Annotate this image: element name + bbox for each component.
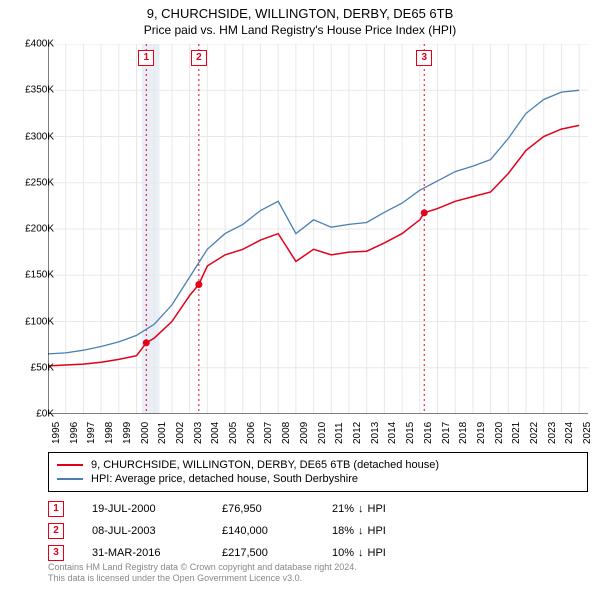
y-tick-label: £300K [4, 131, 54, 142]
sales-price: £140,000 [222, 525, 332, 537]
x-tick-label: 2018 [458, 422, 469, 444]
x-tick-label: 2012 [352, 422, 363, 444]
x-tick-label: 2011 [334, 422, 345, 444]
down-arrow-icon: ↓ [358, 547, 364, 559]
y-tick-label: £400K [4, 39, 54, 50]
legend-swatch-property [57, 464, 83, 466]
sales-marker-3: 3 [48, 545, 64, 561]
chart-plot-area [48, 44, 588, 414]
y-tick-label: £100K [4, 316, 54, 327]
down-arrow-icon: ↓ [358, 503, 364, 515]
legend: 9, CHURCHSIDE, WILLINGTON, DERBY, DE65 6… [48, 452, 588, 492]
x-tick-label: 2022 [529, 422, 540, 444]
chart-subtitle: Price paid vs. HM Land Registry's House … [0, 21, 600, 37]
sales-row: 1 19-JUL-2000£76,95021% ↓ HPI [48, 498, 588, 520]
legend-label-property: 9, CHURCHSIDE, WILLINGTON, DERBY, DE65 6… [91, 459, 439, 471]
x-tick-label: 2024 [564, 422, 575, 444]
sales-date: 08-JUL-2003 [92, 525, 222, 537]
footer-line-2: This data is licensed under the Open Gov… [48, 573, 357, 584]
footer-attribution: Contains HM Land Registry data © Crown c… [48, 562, 357, 584]
x-tick-label: 1997 [86, 422, 97, 444]
sales-row: 3 31-MAR-2016£217,50010% ↓ HPI [48, 542, 588, 564]
x-tick-label: 2000 [140, 422, 151, 444]
x-tick-label: 2002 [175, 422, 186, 444]
x-tick-label: 2023 [547, 422, 558, 444]
footer-line-1: Contains HM Land Registry data © Crown c… [48, 562, 357, 573]
x-tick-label: 2020 [494, 422, 505, 444]
legend-swatch-hpi [57, 478, 83, 480]
x-tick-label: 2017 [441, 422, 452, 444]
x-tick-label: 1999 [122, 422, 133, 444]
x-tick-label: 2003 [193, 422, 204, 444]
sales-diff: 10% ↓ HPI [332, 547, 442, 559]
sales-diff: 21% ↓ HPI [332, 503, 442, 515]
legend-row-hpi: HPI: Average price, detached house, Sout… [57, 472, 579, 486]
x-tick-label: 2010 [317, 422, 328, 444]
y-tick-label: £250K [4, 177, 54, 188]
x-tick-label: 2006 [246, 422, 257, 444]
y-tick-label: £200K [4, 224, 54, 235]
y-tick-label: £350K [4, 85, 54, 96]
marker-callout-3: 3 [416, 50, 432, 66]
sales-marker-1: 1 [48, 501, 64, 517]
x-tick-label: 1998 [104, 422, 115, 444]
sales-row: 2 08-JUL-2003£140,00018% ↓ HPI [48, 520, 588, 542]
x-tick-label: 2009 [299, 422, 310, 444]
sales-date: 19-JUL-2000 [92, 503, 222, 515]
legend-row-property: 9, CHURCHSIDE, WILLINGTON, DERBY, DE65 6… [57, 458, 579, 472]
x-tick-label: 2004 [210, 422, 221, 444]
chart-title: 9, CHURCHSIDE, WILLINGTON, DERBY, DE65 6… [0, 0, 600, 21]
y-tick-label: £0K [4, 409, 54, 420]
sales-price: £217,500 [222, 547, 332, 559]
x-tick-label: 2005 [228, 422, 239, 444]
sales-date: 31-MAR-2016 [92, 547, 222, 559]
x-tick-label: 2001 [157, 422, 168, 444]
x-tick-label: 2015 [405, 422, 416, 444]
x-tick-label: 2013 [370, 422, 381, 444]
marker-callout-2: 2 [191, 50, 207, 66]
x-tick-label: 2016 [423, 422, 434, 444]
sales-price: £76,950 [222, 503, 332, 515]
x-tick-label: 2025 [582, 422, 593, 444]
x-tick-label: 2008 [281, 422, 292, 444]
x-tick-label: 2014 [387, 422, 398, 444]
sales-table: 1 19-JUL-2000£76,95021% ↓ HPI 2 08-JUL-2003… [48, 498, 588, 564]
y-tick-label: £150K [4, 270, 54, 281]
x-tick-label: 1995 [51, 422, 62, 444]
x-tick-label: 1996 [69, 422, 80, 444]
down-arrow-icon: ↓ [358, 525, 364, 537]
chart-svg [48, 44, 588, 414]
y-tick-label: £50K [4, 362, 54, 373]
sales-diff: 18% ↓ HPI [332, 525, 442, 537]
x-tick-label: 2007 [263, 422, 274, 444]
chart-container: 9, CHURCHSIDE, WILLINGTON, DERBY, DE65 6… [0, 0, 600, 590]
x-tick-label: 2021 [511, 422, 522, 444]
marker-callout-1: 1 [138, 50, 154, 66]
sales-marker-2: 2 [48, 523, 64, 539]
x-tick-label: 2019 [476, 422, 487, 444]
legend-label-hpi: HPI: Average price, detached house, Sout… [91, 473, 358, 485]
